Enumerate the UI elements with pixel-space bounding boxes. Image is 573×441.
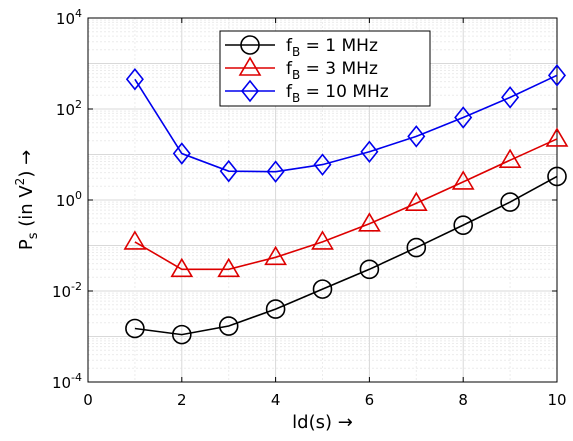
data-point xyxy=(454,106,473,129)
legend-label: fB = 10 MHz xyxy=(286,82,389,105)
legend-item: fB = 1 MHz xyxy=(225,35,378,59)
data-point xyxy=(172,324,192,345)
data-point xyxy=(238,56,262,76)
legend-label: fB = 1 MHz xyxy=(286,36,378,59)
data-point xyxy=(313,153,332,176)
legend-item: fB = 3 MHz xyxy=(225,56,378,82)
data-point xyxy=(359,259,380,280)
data-point xyxy=(218,316,239,336)
series-line xyxy=(134,138,558,271)
data-point xyxy=(545,127,569,147)
x-tick-label: 6 xyxy=(365,391,375,409)
data-point xyxy=(219,159,238,183)
y-tick-label: 10-4 xyxy=(52,371,82,392)
y-tick-label: 10-2 xyxy=(52,280,82,301)
y-tick-label: 102 xyxy=(56,98,82,119)
series-1 xyxy=(125,166,567,345)
data-point xyxy=(240,79,260,103)
data-point xyxy=(217,257,241,278)
data-point xyxy=(406,237,427,258)
data-point xyxy=(125,318,145,339)
series-3 xyxy=(125,64,567,183)
x-tick-label: 10 xyxy=(547,391,566,409)
data-point xyxy=(312,279,333,299)
series-line xyxy=(134,74,558,173)
data-point xyxy=(172,142,191,165)
data-point xyxy=(266,160,285,183)
data-point xyxy=(125,67,144,91)
x-tick-label: 8 xyxy=(458,391,468,409)
data-point xyxy=(123,230,147,250)
data-point xyxy=(264,245,287,266)
data-point xyxy=(500,192,520,212)
data-point xyxy=(547,64,567,87)
legend-item: fB = 10 MHz xyxy=(225,79,389,105)
x-tick-label: 4 xyxy=(271,391,281,409)
y-tick-label: 100 xyxy=(56,189,82,210)
axis-ticks: 0 2 4 6 8 10 10-4 10-2 100 102 104 xyxy=(52,7,567,409)
series-layer xyxy=(123,64,569,345)
data-point xyxy=(170,257,194,278)
y-axis-title: Ps (in V2) → xyxy=(13,150,41,250)
data-point xyxy=(453,215,474,235)
x-axis-title: ld(s) → xyxy=(292,412,353,433)
y-tick-label: 104 xyxy=(56,7,82,28)
data-point xyxy=(240,35,260,55)
data-point xyxy=(501,86,520,109)
data-point xyxy=(311,230,334,250)
data-point xyxy=(265,299,286,319)
data-point xyxy=(498,148,522,168)
data-point xyxy=(358,212,381,232)
data-point xyxy=(404,191,428,212)
legend-label: fB = 3 MHz xyxy=(286,59,378,82)
axis-titles: ld(s) → Ps (in V2) → xyxy=(13,150,353,433)
series-line xyxy=(134,175,558,336)
x-tick-label: 2 xyxy=(177,391,187,409)
data-point xyxy=(360,140,379,164)
data-point xyxy=(451,170,475,190)
series-2 xyxy=(123,127,569,278)
x-tick-label: 0 xyxy=(83,391,93,409)
data-point xyxy=(407,125,426,148)
data-point xyxy=(547,166,567,187)
